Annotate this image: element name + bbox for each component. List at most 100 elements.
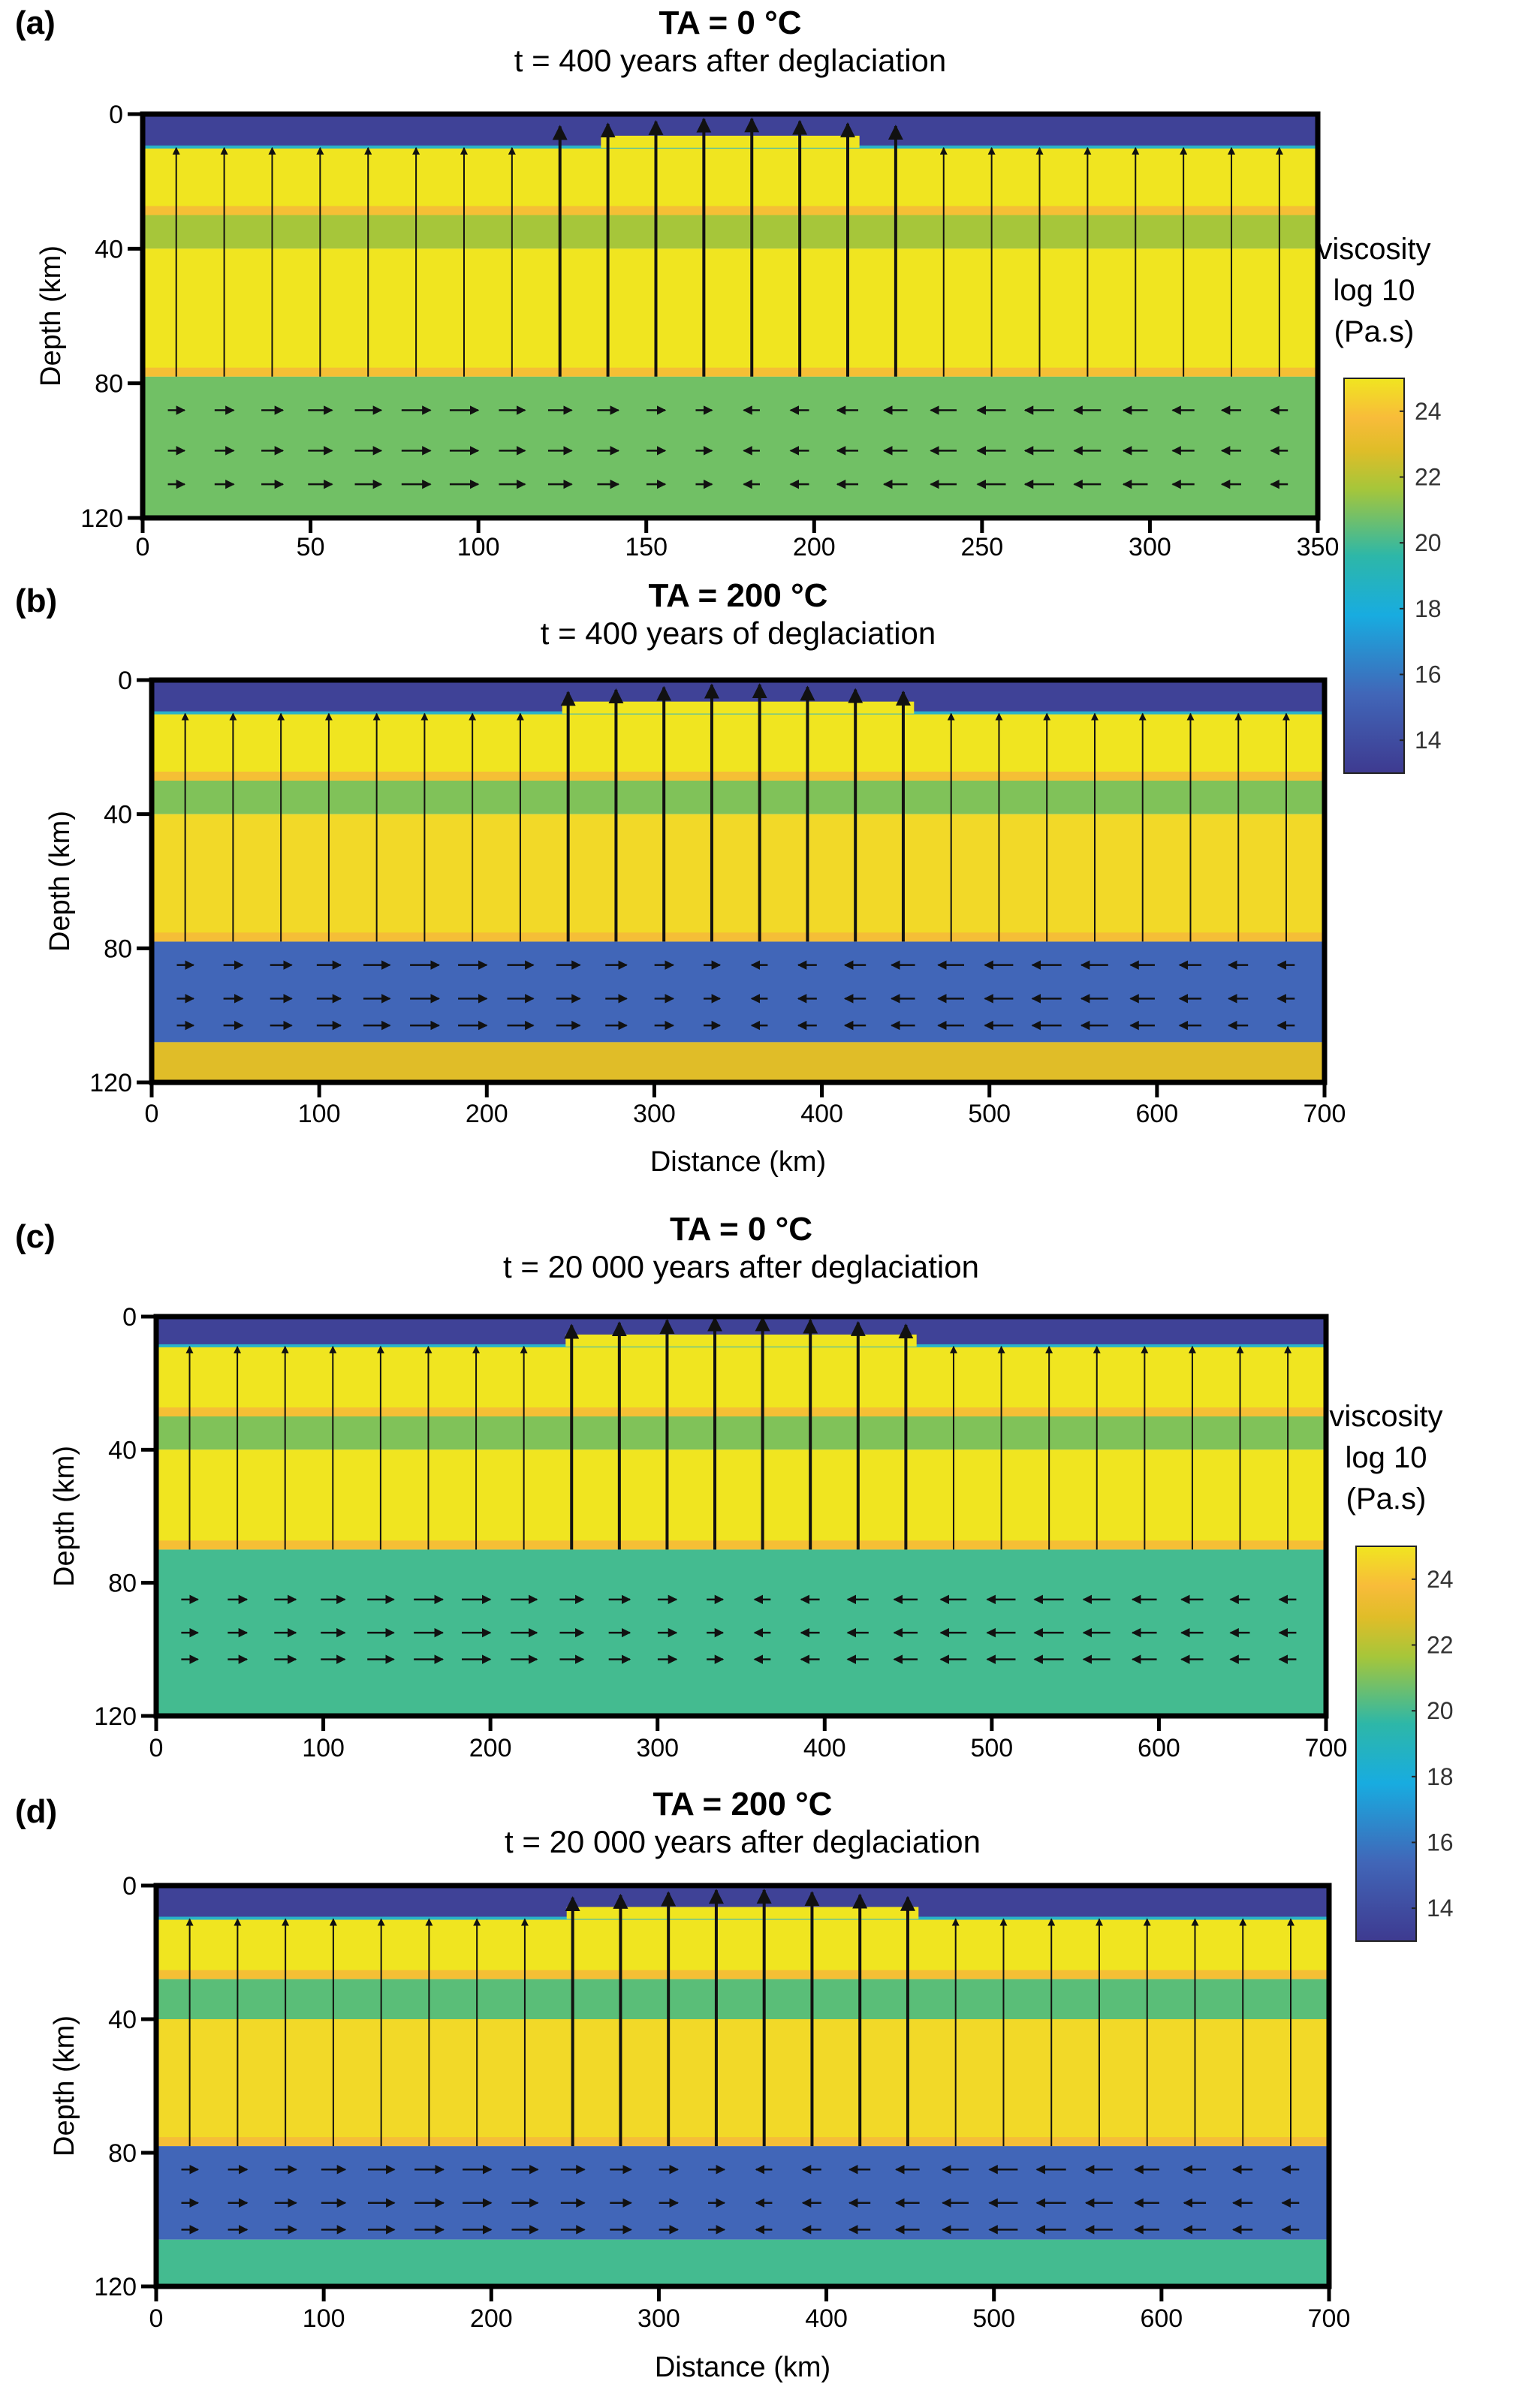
viscosity-field bbox=[143, 114, 1318, 518]
x-axis-label: Distance (km) bbox=[655, 2352, 830, 2383]
x-tick-label: 100 bbox=[302, 1734, 345, 1762]
colorbar-label: viscosity bbox=[1317, 233, 1430, 266]
ice-load-bulge bbox=[566, 1907, 919, 1919]
y-tick-label: 40 bbox=[108, 1436, 137, 1464]
colorbar: viscosity log 10 (Pa.s) 24 22 20 18 16 14 bbox=[1317, 233, 1442, 774]
x-tick-label: 500 bbox=[970, 1734, 1013, 1762]
y-axis-label: Depth (km) bbox=[44, 811, 76, 952]
viscosity-layer bbox=[152, 814, 1325, 942]
colorbar-tick-label: 14 bbox=[1427, 1895, 1454, 1922]
viscosity-layer bbox=[156, 1449, 1326, 1550]
y-axis: 0 40 80 120 Depth (km) bbox=[35, 101, 143, 533]
viscosity-layer bbox=[143, 248, 1318, 377]
y-tick-label: 80 bbox=[104, 935, 132, 963]
x-tick-label: 700 bbox=[1305, 1734, 1348, 1762]
colorbar-tick-label: 16 bbox=[1427, 1829, 1454, 1856]
x-tick-label: 500 bbox=[968, 1100, 1011, 1128]
y-axis-label: Depth (km) bbox=[35, 245, 67, 387]
y-axis-label: Depth (km) bbox=[49, 2015, 80, 2157]
viscosity-layer bbox=[152, 781, 1325, 814]
x-tick-label: 700 bbox=[1304, 1100, 1346, 1128]
panel-subtitle: t = 400 years of deglaciation bbox=[541, 616, 936, 651]
y-tick-label: 0 bbox=[118, 667, 132, 695]
panel-label: (d) bbox=[15, 1793, 57, 1830]
colorbar-tick-label: 20 bbox=[1427, 1697, 1454, 1724]
x-tick-label: 300 bbox=[633, 1100, 676, 1128]
panel-a: (a) TA = 0 °Ct = 400 years after deglacia… bbox=[15, 5, 1339, 561]
colorbar-tick-label: 14 bbox=[1415, 727, 1442, 754]
y-tick-label: 120 bbox=[80, 504, 123, 533]
velocity-arrows bbox=[167, 117, 1288, 489]
colorbar-tick-label: 18 bbox=[1415, 595, 1442, 622]
viscosity-layer bbox=[156, 1346, 1326, 1416]
y-tick-label: 80 bbox=[108, 2139, 137, 2168]
viscosity-layer bbox=[156, 1416, 1326, 1450]
y-tick-label: 40 bbox=[95, 235, 123, 263]
x-axis: 0 100 200 300 400 500 600 700 Distance (km) bbox=[145, 1082, 1346, 1178]
x-tick-label: 0 bbox=[145, 1100, 159, 1128]
viscosity-layer bbox=[156, 1979, 1329, 2019]
y-tick-label: 0 bbox=[109, 101, 123, 129]
panel-subtitle: t = 20 000 years after deglaciation bbox=[505, 1824, 981, 1859]
plot-frame bbox=[149, 677, 1328, 1085]
ice-load-bulge bbox=[565, 1334, 917, 1347]
y-tick-label: 80 bbox=[108, 1570, 137, 1598]
panel-title: TA = 200 °C bbox=[649, 577, 828, 614]
panel-label: (c) bbox=[15, 1218, 56, 1255]
y-tick-label: 40 bbox=[108, 2006, 137, 2034]
plot-frame bbox=[140, 111, 1321, 521]
y-tick-label: 0 bbox=[122, 1303, 137, 1332]
colorbar: viscosity log 10 (Pa.s) 24 22 20 18 16 14 bbox=[1329, 1400, 1454, 1942]
viscosity-layer bbox=[143, 215, 1318, 249]
viscosity-layer bbox=[152, 1042, 1325, 1082]
x-tick-label: 0 bbox=[136, 533, 150, 561]
colorbar-label: viscosity bbox=[1329, 1400, 1442, 1433]
panel-subtitle: t = 20 000 years after deglaciation bbox=[503, 1249, 979, 1284]
x-tick-label: 200 bbox=[469, 1734, 512, 1762]
panel-title: TA = 0 °C bbox=[659, 5, 802, 41]
panel-c: (c) TA = 0 °Ct = 20 000 years after degla… bbox=[15, 1211, 1347, 1762]
transition-band bbox=[156, 2137, 1329, 2147]
viscosity-layer bbox=[156, 2146, 1329, 2240]
x-tick-label: 350 bbox=[1297, 533, 1340, 561]
transition-band bbox=[143, 367, 1318, 377]
x-tick-label: 400 bbox=[803, 1734, 846, 1762]
x-tick-label: 200 bbox=[793, 533, 836, 561]
x-tick-label: 200 bbox=[470, 2304, 513, 2333]
viscosity-field bbox=[156, 1317, 1326, 1716]
transition-band bbox=[156, 1407, 1326, 1416]
x-tick-label: 0 bbox=[149, 2304, 164, 2333]
velocity-arrows bbox=[176, 683, 1295, 1031]
x-tick-label: 500 bbox=[972, 2304, 1015, 2333]
colorbar-label: (Pa.s) bbox=[1334, 315, 1415, 348]
x-tick-label: 200 bbox=[466, 1100, 508, 1128]
transition-band bbox=[152, 772, 1325, 781]
x-axis-label: Distance (km) bbox=[650, 1146, 826, 1178]
colorbar-tick-label: 24 bbox=[1427, 1566, 1454, 1593]
y-axis-label: Depth (km) bbox=[49, 1446, 80, 1587]
x-tick-label: 100 bbox=[303, 2304, 345, 2333]
x-tick-label: 250 bbox=[960, 533, 1003, 561]
y-axis: 0 40 80 120 Depth (km) bbox=[44, 667, 152, 1097]
panel-d: (d) TA = 200 °Ct = 20 000 years after deg… bbox=[15, 1786, 1350, 2383]
transition-band bbox=[156, 1970, 1329, 1979]
colorbar-label: log 10 bbox=[1346, 1441, 1427, 1474]
x-tick-label: 700 bbox=[1308, 2304, 1351, 2333]
transition-band bbox=[152, 932, 1325, 942]
colorbar-gradient bbox=[1355, 1546, 1417, 1942]
y-tick-label: 0 bbox=[122, 1872, 137, 1901]
x-axis: 0 50 100 150 200 250 300 350 bbox=[136, 518, 1340, 561]
panel-subtitle: t = 400 years after deglaciation bbox=[514, 43, 947, 78]
panel-label: (b) bbox=[15, 582, 57, 619]
colorbar-label: (Pa.s) bbox=[1346, 1482, 1427, 1516]
ice-load-bulge bbox=[601, 135, 860, 148]
viscosity-field bbox=[156, 1886, 1329, 2286]
viscosity-layer bbox=[156, 2239, 1329, 2286]
transition-band bbox=[156, 1540, 1326, 1550]
plot-frame bbox=[153, 1883, 1332, 2289]
x-tick-label: 100 bbox=[298, 1100, 341, 1128]
x-tick-label: 300 bbox=[636, 1734, 679, 1762]
velocity-arrows bbox=[181, 1316, 1297, 1664]
colorbar-tick-label: 20 bbox=[1415, 529, 1442, 556]
